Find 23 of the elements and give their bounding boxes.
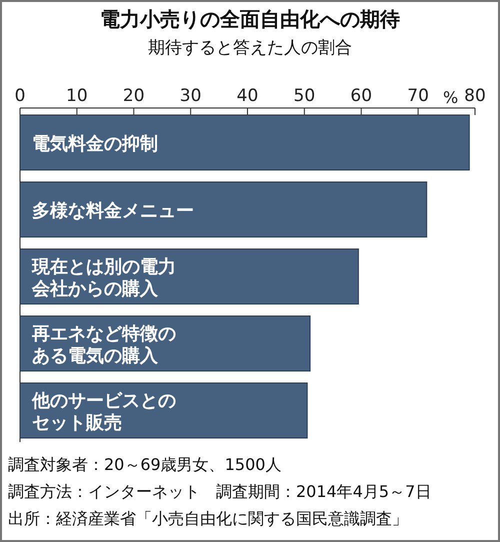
chart-subtitle: 期待すると答えた人の割合 [148,38,352,58]
x-tick-label: 0 [14,86,26,106]
x-axis-title: % [442,88,458,107]
bar [20,182,428,238]
y-tick-label: 電気料金の抑制 [32,134,158,154]
x-tick-label: 20 [122,86,145,106]
y-tick-label: 他のサービスとのセット販売 [31,390,176,434]
x-tick-label: 40 [236,86,258,106]
x-tick-label: 30 [180,86,202,106]
text: 調査対象者：20～69歳男女、1500人 [8,455,282,474]
y-tick-label: 再エネなど特徴のある電気の購入 [31,324,176,366]
x-tick-label: 50 [294,86,316,106]
x-tick-label: 10 [66,86,88,106]
y-tick-label: 現在とは別の電力会社からの購入 [31,256,176,300]
x-tick-label: 60 [350,86,372,106]
chart-title: 電力小売りの全面自由化への期待 [100,7,400,31]
bar [20,382,308,438]
text: 調査方法：インターネット 調査期間：2014年4月5～7日 [8,482,432,501]
bar [20,114,470,170]
x-tick-label: 80 [464,86,486,106]
y-tick-label: 多様な料金メニュー [32,200,194,222]
x-tick-label: 70 [407,86,429,106]
text: 出所：経済産業省「小売自由化に関する国民意識調査」 [8,509,408,528]
